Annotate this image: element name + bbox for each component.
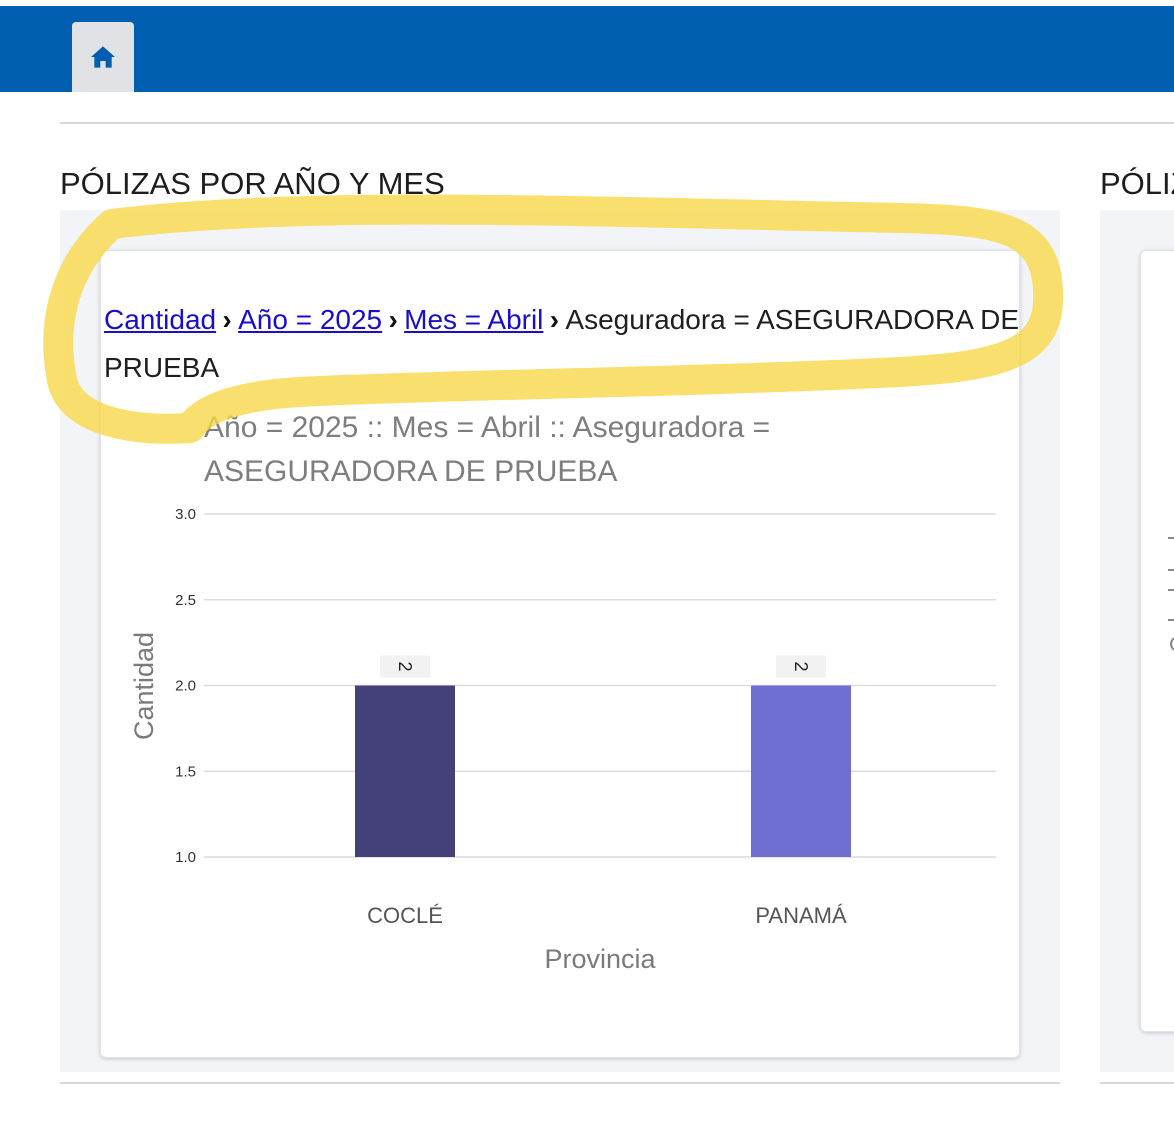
data-label-bg <box>776 655 826 678</box>
home-button[interactable] <box>72 22 134 92</box>
panel-title-secondary: PÓLIZ <box>1100 166 1174 201</box>
y-tick-label: 2.5 <box>175 592 196 609</box>
top-navigation-bar <box>0 6 1174 92</box>
secondary-chart-card <box>1140 250 1174 1032</box>
bottom-divider <box>60 1082 1060 1084</box>
y-tick-label: 3.0 <box>175 506 196 523</box>
bottom-divider-secondary <box>1100 1082 1174 1084</box>
secondary-chart-fragment <box>1168 537 1174 651</box>
bar <box>751 685 851 857</box>
x-tick-label: PANAMÁ <box>755 903 847 928</box>
data-label-bg <box>380 655 430 678</box>
x-tick-label: COCLÉ <box>367 903 443 928</box>
bar <box>355 685 455 857</box>
top-divider <box>60 122 1174 124</box>
y-axis-title: Cantidad <box>129 632 159 740</box>
data-label: 2 <box>395 661 415 671</box>
data-label: 2 <box>791 661 811 671</box>
y-tick-label: 1.5 <box>175 763 196 780</box>
y-tick-label: 1.0 <box>175 849 196 866</box>
home-icon <box>91 46 115 68</box>
x-axis-title: Provincia <box>544 944 656 974</box>
y-tick-label: 2.0 <box>175 678 196 695</box>
